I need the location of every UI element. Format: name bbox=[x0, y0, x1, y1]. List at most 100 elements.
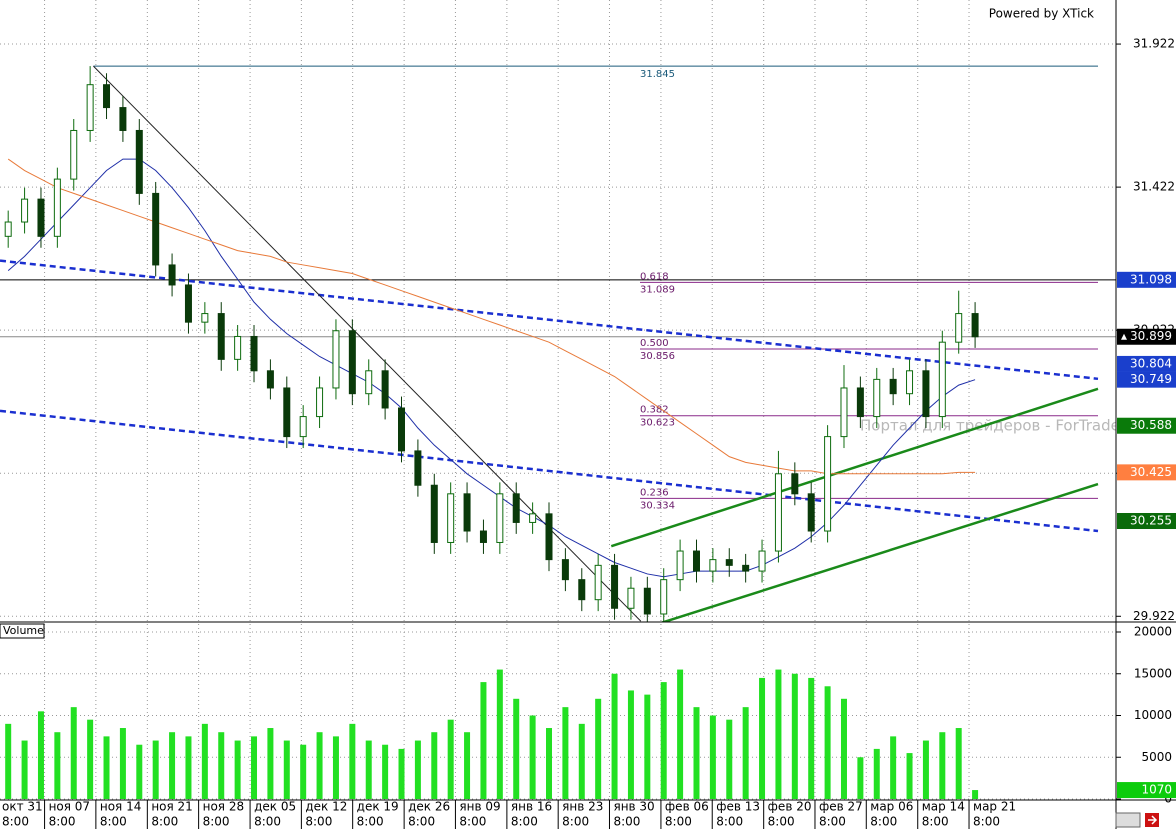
candle-body bbox=[824, 436, 832, 532]
x-tick-label: фев 27 bbox=[819, 800, 863, 814]
candle-body bbox=[611, 564, 619, 609]
moving-average bbox=[7, 158, 976, 475]
moving-average bbox=[7, 158, 976, 578]
candle-body bbox=[971, 313, 979, 338]
volume-bar bbox=[693, 707, 700, 799]
candle-body bbox=[217, 313, 225, 360]
candle-body bbox=[906, 370, 914, 395]
candle-body bbox=[561, 559, 569, 581]
volume-bar bbox=[922, 740, 929, 799]
watermark: Портал для трейдеров - ForTrader bbox=[860, 417, 1127, 435]
volume-bar bbox=[267, 728, 274, 799]
volume-bar bbox=[808, 677, 815, 799]
y-tick-label: 31.422 bbox=[1133, 180, 1175, 194]
candle-body bbox=[381, 370, 389, 409]
candle-body bbox=[496, 493, 504, 543]
candle-body bbox=[873, 378, 881, 418]
x-tick-sublabel: 8:00 bbox=[151, 815, 178, 829]
volume-bar bbox=[103, 736, 110, 799]
x-tick-sublabel: 8:00 bbox=[459, 815, 486, 829]
fib-price: 30.856 bbox=[640, 351, 675, 362]
candle-body bbox=[299, 416, 307, 438]
exit-icon bbox=[1148, 815, 1158, 825]
x-tick-label: дек 19 bbox=[357, 800, 399, 814]
candle-body bbox=[332, 330, 340, 389]
volume-bar bbox=[185, 736, 192, 799]
y-tick-label: 0 bbox=[1164, 792, 1172, 806]
price-marker-label: 30.425 bbox=[1130, 465, 1172, 479]
candle-body bbox=[103, 84, 111, 109]
volume-bar bbox=[660, 682, 667, 799]
scroll-button[interactable] bbox=[1115, 812, 1141, 828]
x-tick-label: янв 16 bbox=[511, 800, 552, 814]
candle-body bbox=[119, 107, 127, 131]
volume-bar bbox=[136, 744, 143, 799]
x-tick-label: мар 06 bbox=[870, 800, 913, 814]
candle-body bbox=[594, 564, 602, 601]
volume-bar bbox=[955, 728, 962, 799]
volume-bar bbox=[709, 715, 716, 799]
price-marker bbox=[1117, 513, 1176, 530]
y-tick-label: 29.922 bbox=[1133, 609, 1175, 623]
volume-bar bbox=[791, 673, 798, 799]
x-tick-sublabel: 8:00 bbox=[613, 815, 640, 829]
price-marker bbox=[1117, 355, 1176, 372]
y-tick-label: 5000 bbox=[1141, 750, 1172, 764]
candle-body bbox=[316, 387, 324, 418]
fib-price: 30.623 bbox=[640, 418, 675, 429]
trend-line bbox=[610, 387, 1099, 548]
candle-body bbox=[135, 129, 143, 194]
candle-body bbox=[692, 550, 700, 572]
candle-body bbox=[774, 473, 782, 552]
candle-body bbox=[807, 493, 815, 532]
volume-bar bbox=[119, 728, 126, 799]
candle-body bbox=[529, 513, 537, 523]
x-tick-label: ноя 21 bbox=[151, 800, 193, 814]
volume-bar bbox=[5, 723, 12, 799]
candle-body bbox=[938, 341, 946, 418]
volume-bar bbox=[496, 669, 503, 799]
volume-bar bbox=[595, 698, 602, 799]
x-tick-sublabel: 8:00 bbox=[203, 815, 230, 829]
y-tick-label: 15000 bbox=[1134, 666, 1172, 680]
x-tick-sublabel: 8:00 bbox=[665, 815, 692, 829]
volume-bar bbox=[873, 748, 880, 799]
volume-bar bbox=[464, 732, 471, 799]
x-tick-label: мар 21 bbox=[973, 800, 1016, 814]
volume-marker-label: 1070 bbox=[1141, 783, 1172, 797]
candle-body bbox=[676, 550, 684, 581]
candle-body bbox=[266, 370, 274, 389]
x-tick-label: фев 13 bbox=[716, 800, 760, 814]
overlays: 31.098 30.899 30.804 30.749 30.588 30.425 30.2… bbox=[1117, 271, 1176, 799]
candle-body bbox=[152, 192, 160, 266]
volume-bar bbox=[152, 740, 159, 799]
candle-body bbox=[479, 530, 487, 543]
fib-ratio: 0.382 bbox=[640, 405, 669, 416]
volume-bar bbox=[611, 673, 618, 799]
x-tick-label: дек 26 bbox=[408, 800, 450, 814]
candle-body bbox=[922, 370, 930, 418]
candle-body bbox=[660, 579, 668, 615]
y-tick-label: 31.922 bbox=[1133, 37, 1175, 51]
volume-bar bbox=[775, 669, 782, 799]
trend-line bbox=[661, 482, 1099, 622]
price-marker-label: 30.749 bbox=[1130, 372, 1172, 386]
candle-body bbox=[201, 313, 209, 323]
volume-bar bbox=[234, 740, 241, 799]
candle-body bbox=[184, 284, 192, 323]
candle-body bbox=[709, 559, 717, 572]
volume-bar bbox=[382, 744, 389, 799]
candle-body bbox=[889, 378, 897, 395]
candle-body bbox=[955, 313, 963, 343]
volume-bar bbox=[972, 790, 979, 799]
x-tick-label: ноя 28 bbox=[203, 800, 245, 814]
candle-body bbox=[512, 493, 520, 523]
candle-body bbox=[758, 550, 766, 572]
candle-body bbox=[430, 484, 438, 543]
x-tick-sublabel: 8:00 bbox=[768, 815, 795, 829]
candle-body bbox=[545, 513, 553, 561]
volume-bar bbox=[283, 740, 290, 799]
x-tick-label: ноя 07 bbox=[49, 800, 91, 814]
volume-bar bbox=[857, 757, 864, 799]
